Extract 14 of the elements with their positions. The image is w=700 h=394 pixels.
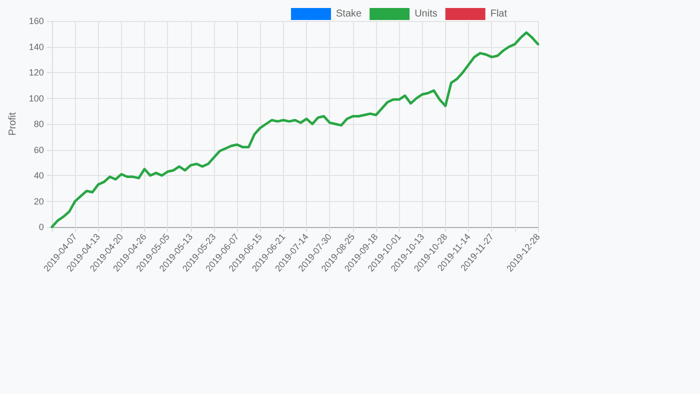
y-tick-label: 160 — [28, 16, 44, 26]
y-tick-label: 60 — [34, 144, 44, 155]
y-tick-label: 20 — [34, 196, 44, 206]
y-tick-label: 80 — [34, 119, 44, 129]
y-tick-label: 100 — [28, 93, 44, 104]
legend-label: Units — [414, 8, 438, 20]
y-tick-label: 140 — [28, 42, 44, 52]
y-tick-label: 120 — [28, 68, 44, 78]
y-axis-title: Profit — [8, 112, 18, 136]
y-tick-label: 0 — [38, 222, 44, 232]
line-series — [50, 31, 540, 228]
legend-label: Stake — [336, 8, 362, 20]
legend-label: Flat — [490, 8, 508, 20]
y-tick-label: 40 — [34, 170, 44, 180]
